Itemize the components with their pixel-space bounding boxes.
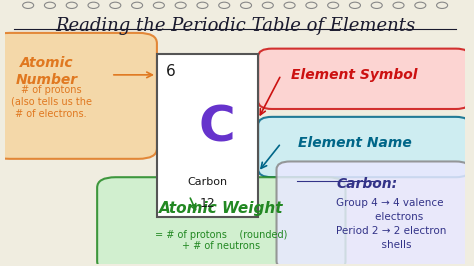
Text: Reading the Periodic Table of Elements: Reading the Periodic Table of Elements	[55, 17, 415, 35]
FancyBboxPatch shape	[0, 33, 157, 159]
Text: Carbon:: Carbon:	[337, 177, 397, 191]
Text: Atomic
Number: Atomic Number	[16, 56, 78, 87]
FancyBboxPatch shape	[276, 161, 470, 266]
FancyBboxPatch shape	[258, 117, 470, 177]
Text: Carbon: Carbon	[187, 177, 228, 188]
FancyBboxPatch shape	[157, 54, 258, 217]
Text: = # of protons    (rounded)
+ # of neutrons: = # of protons (rounded) + # of neutrons	[155, 230, 288, 251]
FancyBboxPatch shape	[258, 49, 470, 109]
Text: Element Symbol: Element Symbol	[292, 68, 418, 82]
Text: Atomic Weight: Atomic Weight	[159, 201, 283, 216]
Text: Element Name: Element Name	[298, 136, 411, 150]
Text: 12: 12	[200, 197, 215, 210]
Text: # of protons
(also tells us the
# of electrons.: # of protons (also tells us the # of ele…	[10, 85, 91, 119]
FancyBboxPatch shape	[97, 177, 346, 266]
Text: 6: 6	[166, 64, 176, 79]
Text: C: C	[198, 103, 235, 151]
Text: Group 4 → 4 valence
            electrons
Period 2 → 2 electron
              sh: Group 4 → 4 valence electrons Period 2 →…	[337, 198, 447, 250]
